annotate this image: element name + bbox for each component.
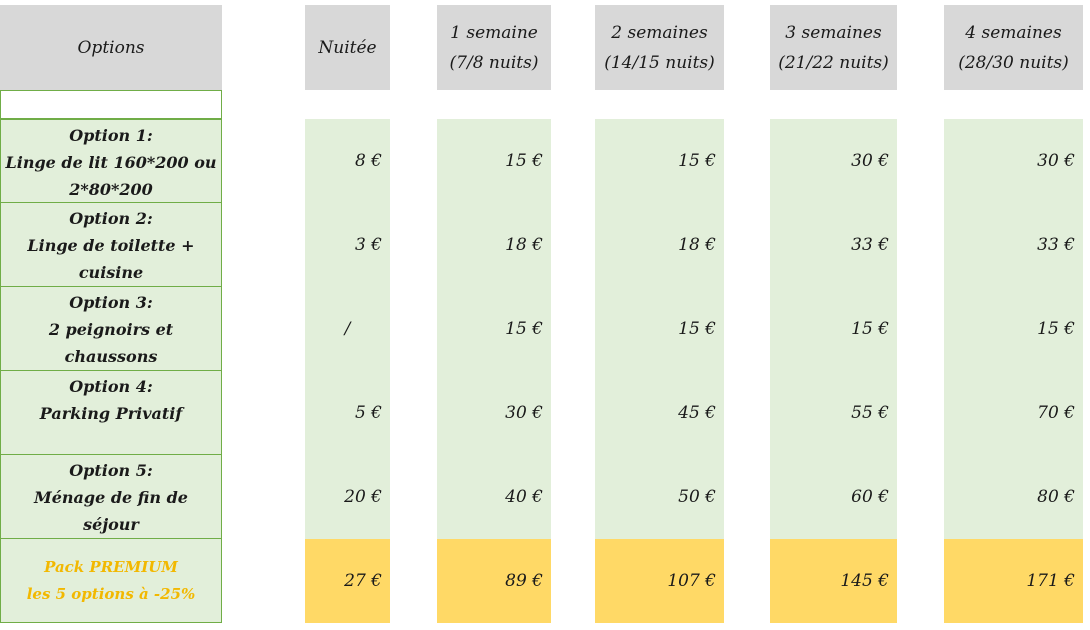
option-5-desc-2: séjour — [83, 515, 139, 534]
option-1-desc-2: 2*80*200 — [69, 180, 153, 199]
option-3-3-semaines-value: 15 € — [851, 319, 889, 339]
option-3-2-semaines-value: 15 € — [678, 319, 716, 339]
option-2-desc-2: cuisine — [78, 263, 144, 282]
option-4-nuitee-value: 5 € — [354, 403, 382, 423]
option-4-1-semaine: 30 € — [437, 371, 551, 455]
option-1-nuitee: 8 € — [305, 119, 390, 203]
header-1-semaine-nights: (7/8 nuits) — [449, 52, 539, 73]
header-options-label: Options — [77, 37, 145, 58]
option-4-title: Option 4: — [69, 377, 153, 396]
option-3-nuitee-value: / — [344, 319, 351, 339]
option-5-4-semaines-value: 80 € — [1037, 487, 1075, 507]
option-4-1-semaine-value: 30 € — [505, 403, 543, 423]
option-2-4-semaines: 33 € — [944, 203, 1083, 287]
header-1-semaine-title: 1 semaine — [450, 22, 538, 43]
option-1-4-semaines: 30 € — [944, 119, 1083, 203]
option-5-1-semaine: 40 € — [437, 455, 551, 539]
option-2-title: Option 2: — [69, 209, 153, 228]
pack-premium-desc: les 5 options à -25% — [26, 584, 196, 603]
option-3-4-semaines-value: 15 € — [1037, 319, 1075, 339]
option-2-1-semaine: 18 € — [437, 203, 551, 287]
option-4-desc-1: Parking Privatif — [39, 404, 183, 423]
pack-premium-4-semaines-value: 171 € — [1026, 571, 1075, 591]
option-4-4-semaines: 70 € — [944, 371, 1083, 455]
blank-cell — [0, 90, 222, 119]
option-3-title: Option 3: — [69, 293, 153, 312]
option-4-label: Option 4: Parking Privatif — [0, 371, 222, 455]
option-3-3-semaines: 15 € — [770, 287, 897, 371]
header-options: Options — [0, 5, 222, 90]
pack-premium-3-semaines: 145 € — [770, 539, 897, 623]
option-2-nuitee: 3 € — [305, 203, 390, 287]
option-5-4-semaines: 80 € — [944, 455, 1083, 539]
option-5-desc-1: Ménage de fin de — [34, 488, 188, 507]
option-3-1-semaine: 15 € — [437, 287, 551, 371]
option-1-label: Option 1: Linge de lit 160*200 ou 2*80*2… — [0, 119, 222, 203]
option-3-nuitee: / — [305, 287, 390, 371]
option-1-2-semaines: 15 € — [595, 119, 724, 203]
option-1-4-semaines-value: 30 € — [1037, 151, 1075, 171]
option-1-1-semaine-value: 15 € — [505, 151, 543, 171]
option-4-3-semaines-value: 55 € — [851, 403, 889, 423]
option-5-1-semaine-value: 40 € — [505, 487, 543, 507]
pack-premium-nuitee-value: 27 € — [344, 571, 382, 591]
pack-premium-3-semaines-value: 145 € — [840, 571, 889, 591]
option-5-3-semaines: 60 € — [770, 455, 897, 539]
pack-premium-title: Pack PREMIUM — [44, 557, 178, 576]
pack-premium-label: Pack PREMIUM les 5 options à -25% — [0, 539, 222, 623]
option-2-1-semaine-value: 18 € — [505, 235, 543, 255]
option-2-desc-1: Linge de toilette + — [27, 236, 195, 255]
option-4-2-semaines: 45 € — [595, 371, 724, 455]
pack-premium-4-semaines: 171 € — [944, 539, 1083, 623]
pack-premium-2-semaines-value: 107 € — [667, 571, 716, 591]
pack-premium-2-semaines: 107 € — [595, 539, 724, 623]
option-5-label: Option 5: Ménage de fin de séjour — [0, 455, 222, 539]
header-3-semaines: 3 semaines (21/22 nuits) — [770, 5, 897, 90]
option-4-4-semaines-value: 70 € — [1037, 403, 1075, 423]
option-5-title: Option 5: — [69, 461, 153, 480]
option-3-desc-2: chaussons — [64, 347, 158, 366]
option-5-nuitee: 20 € — [305, 455, 390, 539]
option-1-nuitee-value: 8 € — [354, 151, 382, 171]
header-2-semaines: 2 semaines (14/15 nuits) — [595, 5, 724, 90]
header-2-semaines-nights: (14/15 nuits) — [604, 52, 715, 73]
option-2-4-semaines-value: 33 € — [1037, 235, 1075, 255]
option-1-2-semaines-value: 15 € — [678, 151, 716, 171]
option-5-3-semaines-value: 60 € — [851, 487, 889, 507]
option-3-4-semaines: 15 € — [944, 287, 1083, 371]
option-1-title: Option 1: — [69, 126, 153, 145]
header-3-semaines-title: 3 semaines — [785, 22, 882, 43]
option-2-3-semaines: 33 € — [770, 203, 897, 287]
header-nuitee-label: Nuitée — [318, 37, 377, 58]
option-1-3-semaines-value: 30 € — [851, 151, 889, 171]
option-2-2-semaines: 18 € — [595, 203, 724, 287]
header-nuitee: Nuitée — [305, 5, 390, 90]
option-1-desc-1: Linge de lit 160*200 ou — [5, 153, 217, 172]
option-1-3-semaines: 30 € — [770, 119, 897, 203]
pack-premium-1-semaine: 89 € — [437, 539, 551, 623]
option-5-nuitee-value: 20 € — [344, 487, 382, 507]
header-4-semaines-nights: (28/30 nuits) — [958, 52, 1069, 73]
header-1-semaine: 1 semaine (7/8 nuits) — [437, 5, 551, 90]
option-2-nuitee-value: 3 € — [354, 235, 382, 255]
option-5-2-semaines-value: 50 € — [678, 487, 716, 507]
pack-premium-1-semaine-value: 89 € — [505, 571, 543, 591]
option-3-desc-1: 2 peignoirs et — [48, 320, 174, 339]
option-4-2-semaines-value: 45 € — [678, 403, 716, 423]
option-4-3-semaines: 55 € — [770, 371, 897, 455]
header-2-semaines-title: 2 semaines — [611, 22, 708, 43]
option-4-nuitee: 5 € — [305, 371, 390, 455]
option-3-label: Option 3: 2 peignoirs et chaussons — [0, 287, 222, 371]
option-2-2-semaines-value: 18 € — [678, 235, 716, 255]
option-3-1-semaine-value: 15 € — [505, 319, 543, 339]
option-2-3-semaines-value: 33 € — [851, 235, 889, 255]
option-5-2-semaines: 50 € — [595, 455, 724, 539]
option-2-label: Option 2: Linge de toilette + cuisine — [0, 203, 222, 287]
option-1-1-semaine: 15 € — [437, 119, 551, 203]
option-3-2-semaines: 15 € — [595, 287, 724, 371]
pack-premium-nuitee: 27 € — [305, 539, 390, 623]
header-4-semaines: 4 semaines (28/30 nuits) — [944, 5, 1083, 90]
header-4-semaines-title: 4 semaines — [965, 22, 1062, 43]
header-3-semaines-nights: (21/22 nuits) — [778, 52, 889, 73]
